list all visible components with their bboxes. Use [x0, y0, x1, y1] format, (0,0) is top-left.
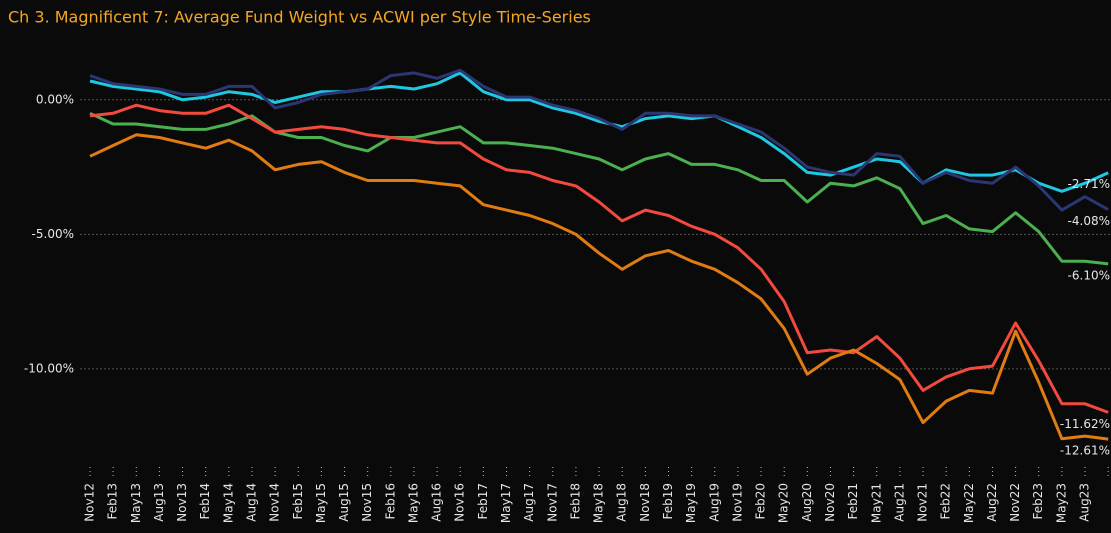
x-tick-label: Nov13 — [175, 483, 189, 522]
x-tick-label: Aug16 — [430, 483, 444, 522]
x-tick-label: Feb16 — [383, 483, 397, 520]
end-label: -6.10% — [1068, 268, 1110, 282]
x-tick-label: Aug17 — [522, 483, 536, 522]
x-tick-label: Aug13 — [152, 483, 166, 522]
end-label: -11.62% — [1060, 417, 1110, 431]
x-tick-label: May19 — [684, 483, 698, 523]
x-tick-label: Feb20 — [754, 483, 768, 520]
x-tick-label: Nov17 — [545, 483, 559, 522]
x-tick-label: Feb17 — [476, 483, 490, 520]
x-tick-label: Feb13 — [106, 483, 120, 520]
x-tick-label: Aug20 — [800, 483, 814, 522]
x-tick-label: Nov16 — [453, 483, 467, 522]
x-tick-label: Aug18 — [615, 483, 629, 522]
x-tick-label: Feb22 — [939, 483, 953, 520]
end-label: -4.08% — [1068, 214, 1110, 228]
x-tick-label: May22 — [962, 483, 976, 523]
x-tick-label: May13 — [129, 483, 143, 523]
x-tick-label: Nov22 — [1008, 483, 1022, 522]
x-tick-label: May14 — [221, 483, 235, 523]
x-tick-label: Feb19 — [661, 483, 675, 520]
x-tick-label: Feb14 — [198, 483, 212, 520]
x-tick-label: Nov12 — [83, 483, 97, 522]
x-tick-label: Feb18 — [568, 483, 582, 520]
x-tick-label: May21 — [869, 483, 883, 523]
x-tick-label: May23 — [1054, 483, 1068, 523]
x-tick-label: Aug19 — [707, 483, 721, 522]
x-tick-label: May17 — [499, 483, 513, 523]
series-line — [89, 111, 1109, 266]
x-tick-label: Aug21 — [892, 483, 906, 522]
x-tick-label: Aug14 — [244, 483, 258, 522]
series-line — [89, 133, 1109, 441]
x-tick-label: Nov21 — [916, 483, 930, 522]
x-tick-label: Nov19 — [730, 483, 744, 522]
x-tick-label: May20 — [777, 483, 791, 523]
x-tick-label: Aug22 — [985, 483, 999, 522]
chart-title: Ch 3. Magnificent 7: Average Fund Weight… — [8, 8, 591, 27]
x-tick-label: Feb15 — [291, 483, 305, 520]
end-label: -2.71% — [1068, 177, 1110, 191]
x-tick-label: Nov18 — [638, 483, 652, 522]
x-tick-label: Aug15 — [337, 483, 351, 522]
x-tick-label: Feb23 — [1031, 483, 1045, 520]
x-tick-label: Nov15 — [360, 483, 374, 522]
series-line — [89, 68, 1109, 212]
end-label: -12.61% — [1060, 444, 1110, 458]
x-tick-label: Nov14 — [268, 483, 282, 522]
x-tick-label: Aug23 — [1078, 483, 1092, 522]
x-tick-label: Feb21 — [846, 483, 860, 520]
x-tick-label: May15 — [314, 483, 328, 523]
y-tick-label: -5.00% — [32, 227, 74, 241]
y-tick-label: 0.00% — [36, 92, 74, 106]
series-line — [89, 71, 1109, 193]
series-line — [89, 103, 1109, 414]
y-tick-label: -10.00% — [24, 361, 74, 375]
x-tick-label: Nov20 — [823, 483, 837, 522]
x-tick-label: May16 — [406, 483, 420, 523]
x-tick-label: May18 — [592, 483, 606, 523]
